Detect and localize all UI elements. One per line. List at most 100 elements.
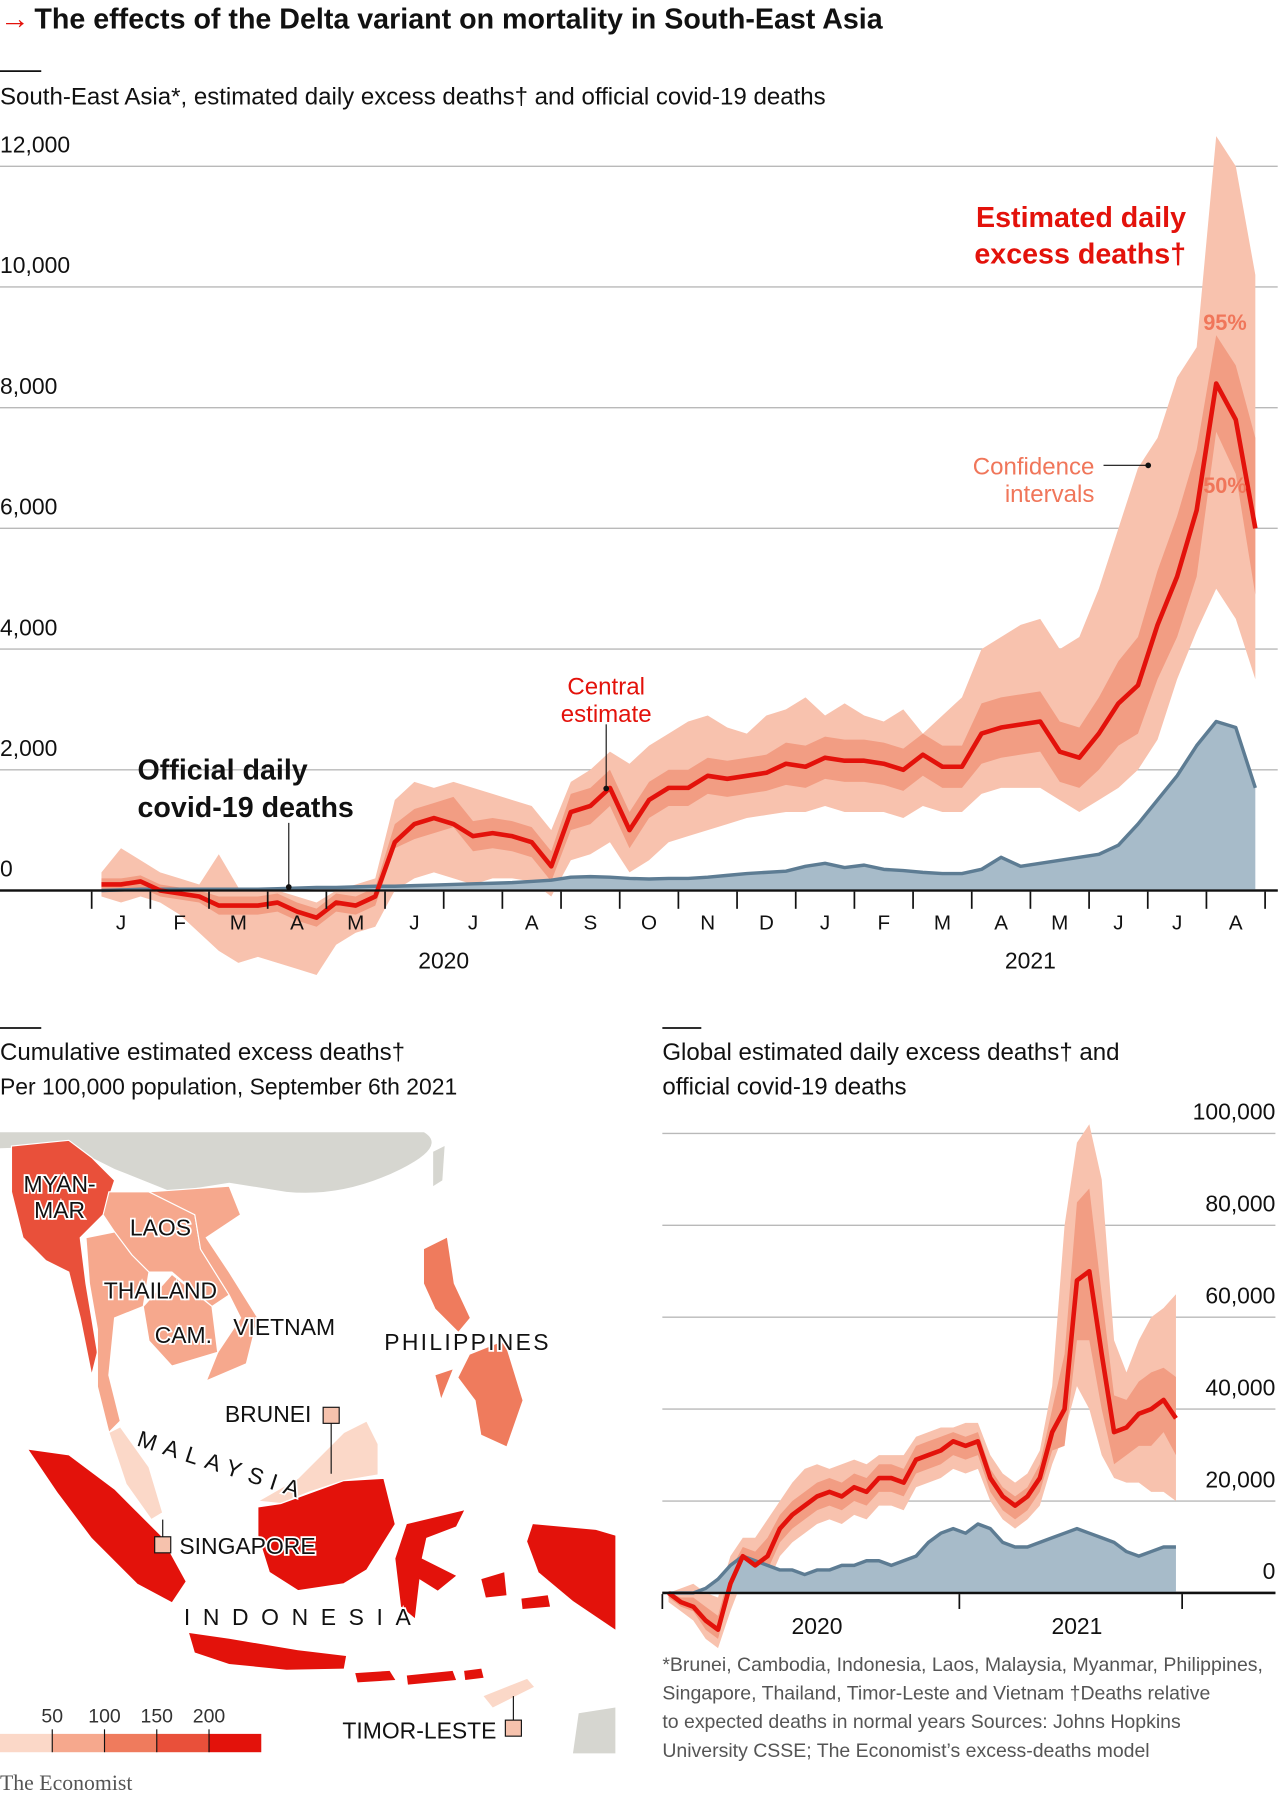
official-area (668, 1524, 1176, 1593)
x-tick-label: 2021 (1051, 1613, 1102, 1639)
y-tick-label: 10,000 (0, 252, 70, 278)
legend-swatch (52, 1733, 105, 1753)
country-indonesia (257, 1477, 396, 1592)
map-label: SINGAPORE (179, 1533, 315, 1559)
x-tick-label: F (877, 911, 890, 934)
x-tick-label: D (759, 911, 774, 934)
legend-label: 100 (88, 1705, 121, 1727)
country-timor-leste (483, 1678, 535, 1708)
y-tick-label: 6,000 (0, 494, 57, 520)
year-label: 2021 (1005, 947, 1056, 973)
band-label: 95% (1203, 310, 1247, 335)
x-tick-label: J (1113, 911, 1123, 934)
footnote: *Brunei, Cambodia, Indonesia, Laos, Mala… (662, 1654, 1263, 1676)
map-label: INDONESIA (184, 1604, 423, 1630)
global-title: Global estimated daily excess deaths† an… (662, 1039, 1119, 1066)
legend-label: 50 (41, 1705, 63, 1727)
x-tick-label: 2020 (792, 1613, 843, 1639)
singapore-marker (154, 1536, 172, 1554)
subtitle: South-East Asia*, estimated daily excess… (0, 83, 826, 110)
x-tick-label: J (468, 911, 478, 934)
x-tick-label: M (934, 911, 951, 934)
legend-label: 200 (193, 1705, 226, 1727)
map-label: TIMOR-LESTE (342, 1717, 496, 1743)
map-label: PHILIPPINES (384, 1329, 551, 1355)
country-malaysia (108, 1426, 164, 1521)
leader-dot (1145, 462, 1152, 469)
leader-dot (285, 884, 292, 890)
y-tick-label: 4,000 (0, 614, 57, 640)
brunei-marker (322, 1406, 340, 1424)
country-thailand (85, 1231, 150, 1434)
x-tick-label: M (230, 911, 247, 934)
x-tick-label: M (1051, 911, 1068, 934)
country-indonesia (189, 1633, 347, 1670)
x-tick-label: J (1172, 911, 1182, 934)
map-label: MALAYSIA (134, 1425, 310, 1504)
x-tick-label: F (173, 911, 186, 934)
footnote: University CSSE; The Economist’s excess-… (662, 1740, 1149, 1762)
country-philippines (423, 1237, 523, 1447)
country-indonesia (28, 1449, 186, 1603)
legend-swatch (156, 1733, 210, 1753)
map-subtitle: Per 100,000 population, September 6th 20… (0, 1073, 457, 1099)
land-australia (572, 1707, 616, 1754)
country-indonesia-islands (355, 1572, 551, 1685)
x-tick-label: J (116, 911, 126, 934)
x-tick-label: J (820, 911, 830, 934)
x-tick-label: A (525, 911, 539, 934)
title-arrow: → (0, 3, 30, 36)
y-tick-label: 60,000 (1205, 1282, 1275, 1308)
land-taiwan (433, 1146, 445, 1187)
x-tick-label: J (409, 911, 419, 934)
map-label: LAOS (130, 1214, 191, 1240)
central-line (101, 381, 1258, 920)
annotation: intervals (1005, 481, 1095, 508)
official-line (101, 719, 1257, 893)
map-label: CAM. (155, 1322, 212, 1348)
map-label: MYAN- (24, 1171, 96, 1197)
x-tick-label: M (347, 911, 364, 934)
map-label: THAILAND (104, 1277, 217, 1303)
map-label: VIETNAM (233, 1314, 335, 1340)
footnote: Singapore, Thailand, Timor-Leste and Vie… (662, 1683, 1210, 1705)
legend-swatch (104, 1733, 157, 1753)
annotation: covid-19 deaths (138, 792, 354, 824)
y-tick-label: 80,000 (1205, 1191, 1275, 1217)
footnote: to expected deaths in normal years Sourc… (662, 1711, 1181, 1733)
legend-swatch (0, 1733, 53, 1753)
map-label: BRUNEI (225, 1401, 312, 1427)
map-label: MAR (34, 1197, 85, 1223)
x-tick-label: A (994, 911, 1008, 934)
annotation: Confidence (973, 454, 1095, 481)
map-title: Cumulative estimated excess deaths† (0, 1039, 405, 1066)
y-tick-label: 12,000 (0, 132, 70, 158)
legend-label: 150 (141, 1705, 174, 1727)
annotation: Official daily (138, 754, 308, 786)
x-tick-label: A (290, 911, 304, 934)
country-cambodia (142, 1273, 219, 1367)
central-line (667, 1268, 1178, 1632)
y-tick-label: 100,000 (1193, 1099, 1276, 1125)
y-tick-label: 2,000 (0, 735, 57, 761)
annotation: estimate (561, 701, 652, 728)
land-china (0, 1132, 432, 1193)
year-label: 2020 (418, 947, 469, 973)
x-tick-label: N (700, 911, 715, 934)
title: The effects of the Delta variant on mort… (34, 4, 883, 36)
x-tick-label: O (641, 911, 657, 934)
official-area (101, 721, 1256, 891)
x-tick-label: A (1229, 911, 1243, 934)
annotation: excess deaths† (974, 239, 1186, 271)
y-tick-label: 0 (0, 856, 13, 882)
official-line (668, 1522, 1176, 1595)
global-title: official covid-19 deaths (662, 1073, 906, 1100)
country-indonesia (527, 1524, 616, 1630)
x-tick-label: S (584, 911, 598, 934)
leader-dot (603, 785, 610, 792)
annotation: Estimated daily (976, 202, 1186, 234)
band-label: 50% (1203, 473, 1247, 498)
confidence-band (101, 335, 1256, 927)
